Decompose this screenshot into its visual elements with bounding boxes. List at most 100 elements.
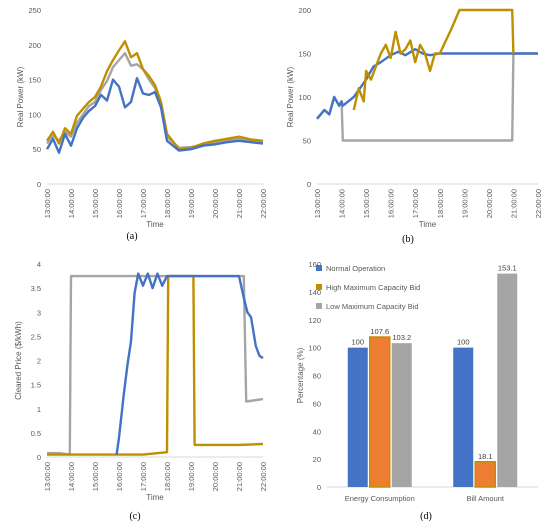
x-tick-label: 22:00:00	[534, 189, 543, 218]
y-tick-label: 100	[298, 93, 311, 102]
legend-label: High Maximum Capacity Bid	[326, 283, 420, 292]
series-line-normal	[115, 272, 264, 455]
x-tick-label: 18:00:00	[163, 462, 172, 491]
y-tick-label: 1	[37, 405, 41, 414]
data-label: 18.1	[478, 452, 493, 461]
x-tick-label: 18:00:00	[163, 189, 172, 218]
y-tick-label: 40	[313, 427, 321, 436]
y-tick-label: 60	[313, 399, 321, 408]
series-line-high	[46, 40, 264, 151]
panel-label: (b)	[402, 234, 414, 245]
y-tick-label: 50	[33, 145, 41, 154]
y-tick-label: 2.5	[31, 332, 41, 341]
x-tick-label: 22:00:00	[259, 462, 268, 491]
chart-c: 0 0.5 1 1.5 2 2.5 3 3.5 4 Cleared Price ($/kWh) (c…	[14, 260, 268, 522]
category-label: Bill Amount	[466, 494, 504, 503]
y-tick-label: 3.5	[31, 284, 41, 293]
x-tick-label: 20:00:00	[211, 189, 220, 218]
x-tick-label: 22:00:00	[259, 189, 268, 218]
x-tick-label: 21:00:00	[235, 189, 244, 218]
panel-label: (c)	[129, 511, 140, 522]
x-tick-label: 17:00:00	[139, 189, 148, 218]
bar-low	[497, 273, 518, 487]
x-tick-label: 13:00:00	[313, 189, 322, 218]
series-line-high	[352, 8, 515, 111]
x-tick-label: 13:00:00	[43, 189, 52, 218]
legend-swatch-low	[316, 303, 322, 309]
y-tick-label: 100	[308, 344, 321, 353]
legend-label: Low Maximum Capacity Bid	[326, 302, 419, 311]
y-tick-label: 1.5	[31, 381, 41, 390]
x-tick-label: 15:00:00	[91, 189, 100, 218]
y-tick-label: 3	[37, 308, 41, 317]
y-axis-label: Real Power (kW)	[16, 66, 25, 127]
category-label: Energy Consumption	[345, 494, 415, 503]
y-tick-label: 0	[307, 180, 311, 189]
y-tick-label: 0	[37, 180, 41, 189]
x-tick-label: 16:00:00	[115, 189, 124, 218]
x-tick-label: 13:00:00	[43, 462, 52, 491]
x-tick-label: 21:00:00	[509, 189, 518, 218]
x-tick-label: 15:00:00	[362, 189, 371, 218]
y-tick-label: 0	[317, 483, 321, 492]
bar-normal	[347, 347, 368, 487]
x-axis-label: Time	[146, 493, 164, 502]
x-tick-label: 21:00:00	[235, 462, 244, 491]
y-axis-label: Percentage (%)	[296, 347, 305, 403]
y-tick-label: 200	[298, 6, 311, 15]
series-line-normal	[45, 76, 264, 154]
y-axis-label: Real Power (kW)	[286, 66, 295, 127]
legend-swatch-high	[316, 284, 322, 290]
y-tick-label: 100	[28, 110, 41, 119]
x-tick-label: 19:00:00	[460, 189, 469, 218]
bar-high	[369, 336, 391, 488]
data-label: 153.1	[498, 264, 517, 273]
y-tick-label: 150	[28, 76, 41, 85]
legend-label: Normal Operation	[326, 264, 385, 273]
legend-swatch-normal	[316, 265, 322, 271]
series-line-low	[316, 52, 538, 142]
y-tick-label: 160	[308, 260, 321, 269]
data-label: 100	[351, 338, 364, 347]
x-tick-label: 16:00:00	[387, 189, 396, 218]
y-tick-label: 200	[28, 41, 41, 50]
chart-a: 0 50 100 150 200 250 Real Power (kW) (a) 13:00:0…	[16, 6, 268, 242]
x-tick-label: 14:00:00	[67, 462, 76, 491]
x-tick-label: 14:00:00	[67, 189, 76, 218]
y-tick-label: 0.5	[31, 429, 41, 438]
x-tick-label: 17:00:00	[411, 189, 420, 218]
x-tick-label: 14:00:00	[338, 189, 347, 218]
panel-label: (a)	[126, 231, 137, 242]
data-label: 103.2	[392, 333, 411, 342]
y-tick-label: 120	[308, 316, 321, 325]
x-tick-label: 18:00:00	[436, 189, 445, 218]
x-tick-label: 19:00:00	[187, 189, 196, 218]
y-tick-label: 0	[37, 453, 41, 462]
y-tick-label: 250	[28, 6, 41, 15]
bar-low	[391, 343, 412, 487]
x-axis-label: Time	[419, 220, 437, 229]
y-tick-label: 4	[37, 260, 41, 269]
x-tick-label: 20:00:00	[211, 462, 220, 491]
bar-normal	[453, 347, 474, 487]
x-tick-label: 19:00:00	[187, 462, 196, 491]
x-tick-label: 17:00:00	[139, 462, 148, 491]
data-label: 107.6	[370, 327, 389, 336]
chart-d: 0 20 40 60 80 100 120 140 160 Percentage (%) (d) En…	[296, 260, 538, 522]
data-label: 100	[457, 338, 470, 347]
chart-b: 0 50 100 150 200 Real Power (kW) (b) 13:00:00 14…	[286, 6, 543, 245]
x-tick-label: 20:00:00	[485, 189, 494, 218]
x-tick-label: 15:00:00	[91, 462, 100, 491]
panel-label: (d)	[420, 511, 432, 522]
series-line-high	[47, 274, 264, 456]
x-tick-label: 16:00:00	[115, 462, 124, 491]
y-tick-label: 50	[303, 137, 311, 146]
y-tick-label: 140	[308, 288, 321, 297]
series-line-low	[47, 274, 264, 456]
y-axis-label: Cleared Price ($/kWh)	[14, 321, 23, 400]
y-tick-label: 20	[313, 455, 321, 464]
y-tick-label: 80	[313, 372, 321, 381]
y-tick-label: 2	[37, 357, 41, 366]
series-line-low	[46, 52, 264, 150]
